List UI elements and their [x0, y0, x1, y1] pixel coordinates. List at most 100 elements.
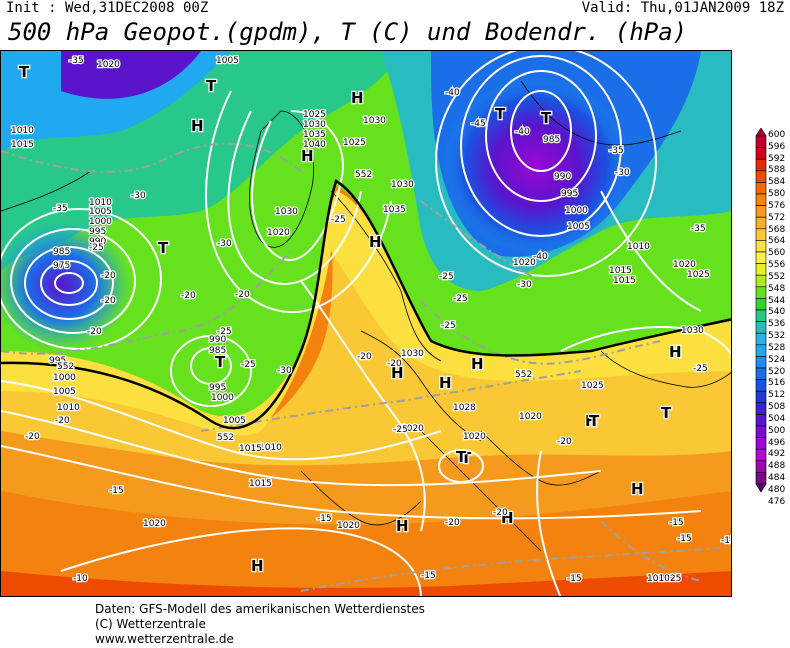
legend-swatch: [755, 321, 767, 334]
isoline-value-label: 1035: [303, 130, 326, 140]
legend-bottom-arrow: [755, 483, 767, 493]
isoline-value-label: -35: [691, 224, 706, 234]
isoline-value-label: 1035: [383, 205, 406, 215]
legend-value-label: 504: [768, 413, 786, 424]
isoline-value-label: 1015: [11, 140, 34, 150]
low-pressure-marker: T: [215, 353, 226, 371]
legend-swatch: [755, 216, 767, 230]
isoline-value-label: -20: [101, 296, 116, 306]
band-580: [1, 571, 731, 596]
isoline-value-label: 1030: [275, 207, 298, 217]
isoline-value-label: 995: [49, 356, 66, 366]
isoline-value-label: 1000: [565, 206, 588, 216]
isoline-value-label: 1030: [303, 120, 326, 130]
low-pressure-marker: T: [589, 412, 600, 430]
legend-value-label: 560: [768, 248, 786, 259]
footer: Daten: GFS-Modell des amerikanischen Wet…: [95, 602, 425, 647]
contour-552: [1, 179, 731, 430]
high-pressure-marker: H: [351, 89, 364, 107]
isoline-value-label: -15: [421, 571, 436, 581]
isoline-value-label: 1040: [303, 140, 326, 150]
legend-swatch: [755, 158, 767, 172]
legend-value-label: 480: [768, 484, 786, 495]
isoline-value-label: 1025: [581, 381, 604, 391]
legend-value-label: 576: [768, 200, 786, 211]
isoline-value-label: 1030: [681, 326, 704, 336]
isoline-value-label: 1020: [401, 424, 424, 434]
legend-value-label: 536: [768, 319, 786, 330]
isoline-value-label: -40: [445, 88, 460, 98]
legend-swatch: [755, 460, 767, 473]
high-pressure-marker: H: [391, 364, 404, 382]
isoline-value-label: 990: [89, 237, 106, 247]
legend-value-label: 564: [768, 236, 786, 247]
isoline-value-label: 995: [209, 383, 226, 393]
low-pressure-marker: T: [541, 109, 552, 127]
isoline-value-label: 1010: [11, 126, 34, 136]
isoline-value-label: -30: [217, 239, 232, 249]
isoline-value-label: 101025: [647, 574, 681, 584]
geopotential-contour-label: 552: [355, 170, 372, 180]
high-pressure-marker: H: [501, 509, 514, 527]
isoline-value-label: 1020: [97, 60, 120, 70]
legend-top-arrow: [755, 127, 767, 137]
low-pressure-marker: T: [495, 105, 506, 123]
isoline-value-label: 1005: [53, 387, 76, 397]
geopotential-contour-label: 552: [515, 370, 532, 380]
isoline-value-label: -20: [493, 508, 508, 518]
isoline-value-label: 1010: [57, 403, 80, 413]
legend-swatch: [755, 414, 767, 427]
isoline-value-label: 1020: [463, 432, 486, 442]
isoline-value-label: -25: [693, 364, 708, 374]
isoline-value-label: -25: [217, 327, 232, 337]
geopotential-contour-label: 552: [217, 433, 234, 443]
isoline-value-label: -20: [557, 437, 572, 447]
high-pressure-marker: H: [369, 233, 382, 251]
isoline-value-label: -20: [87, 327, 102, 337]
isoline-value-label: -20: [445, 518, 460, 528]
isoline-value-label: 1020: [513, 258, 536, 268]
low-pressure-marker: T: [158, 239, 169, 257]
high-pressure-marker: H: [471, 355, 484, 373]
isoline-value-label: 1028: [453, 403, 476, 413]
legend-value-label: 544: [768, 295, 786, 306]
legend-value-label: 568: [768, 224, 786, 235]
legend-swatch: [755, 274, 767, 288]
legend-value-label: 520: [768, 366, 786, 377]
valid-time: Valid: Thu,01JAN2009 18Z: [581, 0, 784, 16]
legend-value-label: 588: [768, 165, 786, 176]
low-pressure-marker: T: [456, 448, 467, 466]
high-pressure-marker: H: [191, 117, 204, 135]
isoline-value-label: 975: [53, 261, 70, 271]
coastlines: [1, 80, 731, 552]
isoline-value-label: 1000: [211, 393, 234, 403]
legend-swatch: [755, 240, 767, 253]
isoline-value-label: -25: [453, 294, 468, 304]
isoline-value-label: -25: [439, 272, 454, 282]
legend-value-label: 548: [768, 283, 786, 294]
isoline-value-label: 1015: [613, 276, 636, 286]
isoline-value-label: -15: [669, 518, 684, 528]
legend-swatch: [755, 228, 767, 241]
legend-swatch: [755, 344, 767, 357]
isoline-value-label: 1000: [53, 373, 76, 383]
legend-value-label: 540: [768, 307, 786, 318]
high-pressure-marker: H: [631, 480, 644, 498]
isoline-value-label: -10: [73, 574, 88, 584]
isoline-value-label: -40: [515, 127, 530, 137]
isoline-value-label: 995: [89, 227, 106, 237]
legend-value-label: 532: [768, 331, 786, 342]
legend-swatch: [755, 402, 767, 415]
legend-value-label: 596: [768, 141, 786, 152]
legend-swatch: [755, 437, 767, 450]
legend-value-label: 488: [768, 461, 786, 472]
low-pressure-marker: T: [19, 63, 30, 81]
map-title: 500 hPa Geopot.(gpdm), T (C) und Bodendr…: [8, 18, 688, 46]
footer-data-source: Daten: GFS-Modell des amerikanischen Wet…: [95, 602, 425, 616]
legend-value-label: 580: [768, 189, 786, 200]
header-bar: Init : Wed,31DEC2008 00Z Valid: Thu,01JA…: [6, 0, 784, 16]
isoline-value-label: -15: [109, 486, 124, 496]
high-pressure-marker: H: [396, 517, 409, 535]
band-564: [1, 198, 731, 466]
